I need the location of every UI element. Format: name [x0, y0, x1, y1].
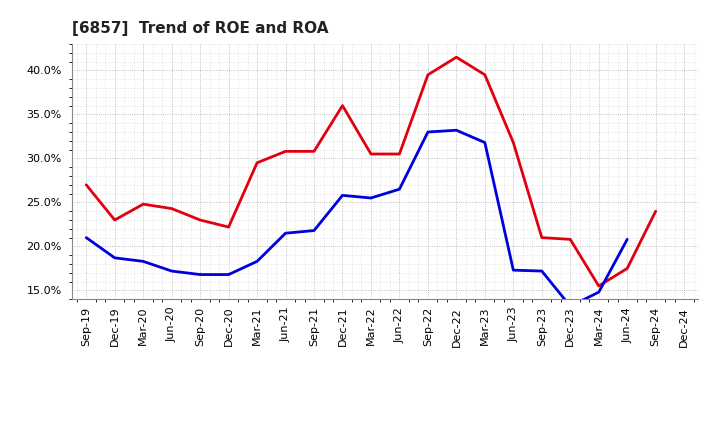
ROA — [566, 304, 575, 309]
Text: [6857]  Trend of ROE and ROA: [6857] Trend of ROE and ROA — [72, 21, 328, 36]
ROE — [623, 266, 631, 271]
ROE — [196, 217, 204, 223]
ROE — [366, 151, 375, 157]
ROE — [595, 283, 603, 289]
ROE — [566, 237, 575, 242]
ROA — [366, 195, 375, 201]
ROA — [537, 268, 546, 274]
ROE — [537, 235, 546, 240]
Legend: ROE, ROA: ROE, ROA — [307, 439, 464, 440]
ROA — [338, 193, 347, 198]
ROA — [310, 228, 318, 233]
ROA — [225, 272, 233, 277]
ROE — [423, 72, 432, 77]
ROE — [509, 140, 518, 145]
ROE — [480, 72, 489, 77]
ROA — [480, 140, 489, 145]
ROA — [196, 272, 204, 277]
ROA — [253, 259, 261, 264]
ROE — [282, 149, 290, 154]
ROE — [395, 151, 404, 157]
ROE — [225, 224, 233, 230]
ROA — [509, 268, 518, 273]
ROE — [338, 103, 347, 108]
ROE — [253, 160, 261, 165]
ROE — [139, 202, 148, 207]
Line: ROA: ROA — [86, 130, 627, 306]
ROE — [652, 209, 660, 214]
ROA — [82, 235, 91, 240]
ROA — [595, 290, 603, 295]
ROA — [110, 255, 119, 260]
ROE — [167, 206, 176, 211]
ROA — [452, 128, 461, 133]
ROE — [82, 182, 91, 187]
Line: ROE: ROE — [86, 57, 656, 286]
ROA — [139, 259, 148, 264]
ROE — [452, 55, 461, 60]
ROA — [623, 237, 631, 242]
ROE — [110, 217, 119, 223]
ROE — [310, 149, 318, 154]
ROA — [167, 268, 176, 274]
ROA — [282, 231, 290, 236]
ROA — [395, 187, 404, 192]
ROA — [423, 129, 432, 135]
